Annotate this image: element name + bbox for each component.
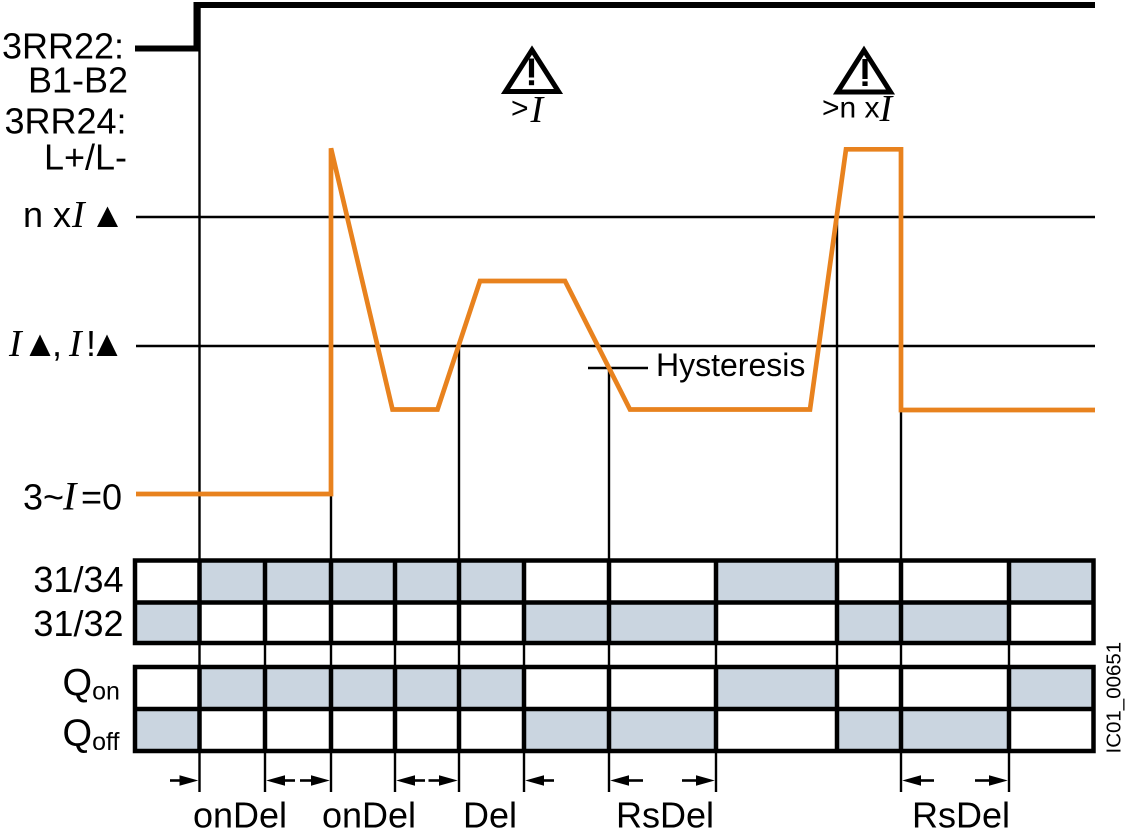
svg-text:,: , (52, 323, 62, 364)
svg-text:I: I (71, 194, 87, 236)
svg-text:3RR22:: 3RR22: (2, 26, 124, 67)
svg-text:onDel: onDel (322, 795, 416, 836)
svg-text:Qoff: Qoff (63, 713, 120, 757)
svg-text:L+/L-: L+/L- (44, 137, 127, 178)
svg-text:I: I (62, 474, 78, 519)
svg-text:I: I (68, 323, 84, 365)
svg-text:n x: n x (23, 194, 71, 235)
svg-text:Qon: Qon (63, 662, 120, 706)
svg-text:onDel: onDel (193, 795, 287, 836)
svg-text:IC01_00651: IC01_00651 (1103, 642, 1126, 754)
svg-text:3RR24:: 3RR24: (4, 101, 126, 142)
svg-text:31/32: 31/32 (33, 603, 123, 644)
svg-text:I: I (8, 323, 24, 365)
svg-text:!: ! (86, 323, 96, 364)
svg-text:>n xI: >n xI (822, 88, 895, 130)
svg-text:=0: =0 (81, 477, 122, 518)
svg-text:3~: 3~ (23, 477, 64, 518)
svg-text:Hysteresis: Hysteresis (656, 347, 805, 383)
svg-text:Del: Del (463, 795, 517, 836)
svg-text:B1-B2: B1-B2 (28, 60, 128, 101)
svg-text:RsDel: RsDel (912, 795, 1010, 836)
svg-text:RsDel: RsDel (616, 795, 714, 836)
svg-text:31/34: 31/34 (33, 559, 123, 600)
svg-text:>I: >I (511, 89, 546, 131)
